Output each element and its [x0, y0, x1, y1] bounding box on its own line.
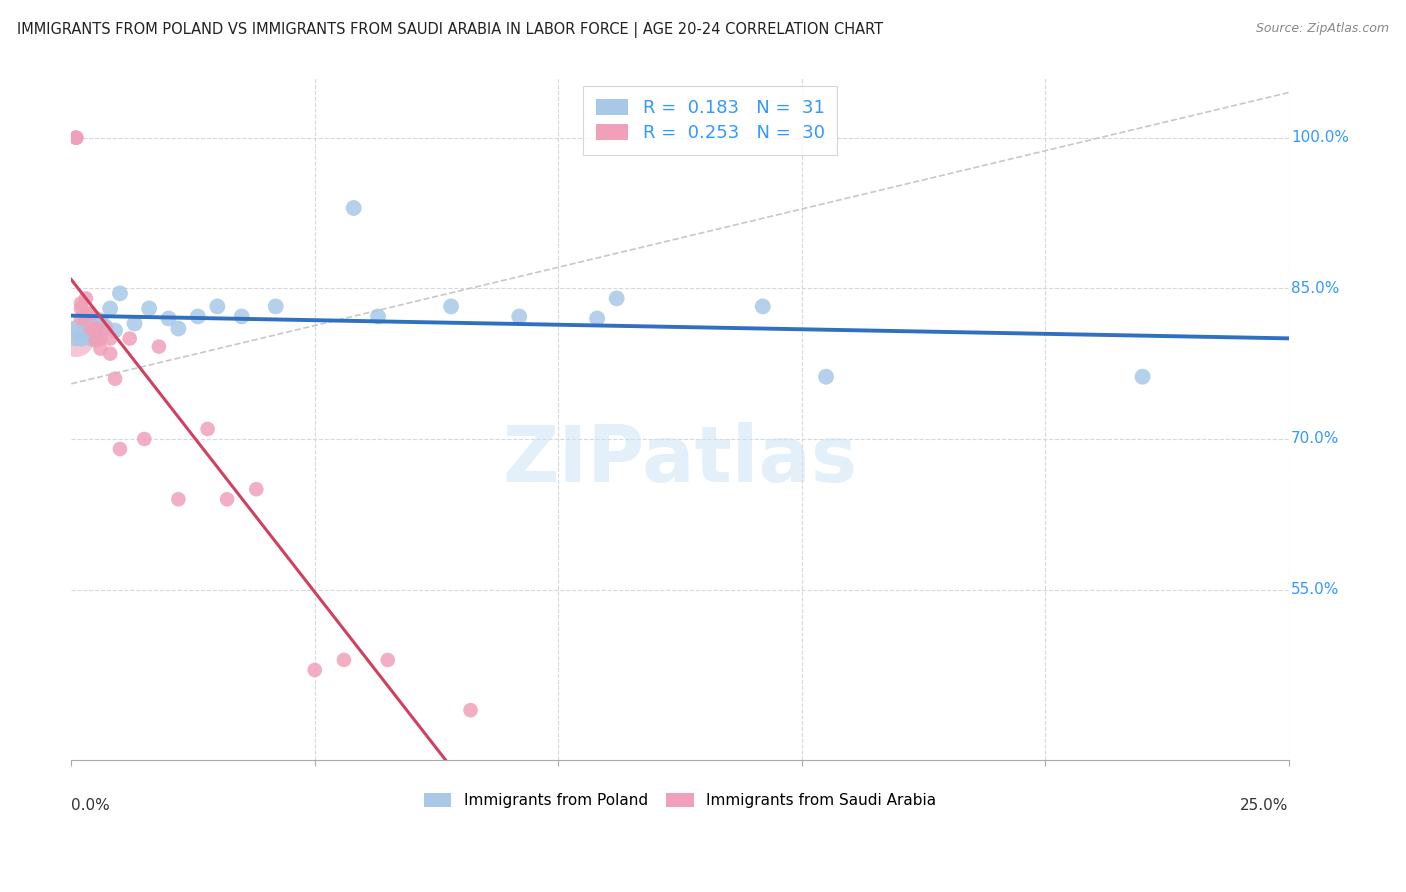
Point [187, 310, 209, 324]
Point [508, 310, 530, 324]
Point [80, 306, 103, 320]
Point [264, 300, 287, 314]
Point [70, 326, 93, 341]
Point [70, 332, 93, 346]
Text: Source: ZipAtlas.com: Source: ZipAtlas.com [1256, 22, 1389, 36]
Point [108, 442, 131, 456]
Point [460, 703, 482, 717]
Point [1132, 369, 1154, 384]
Point [89, 313, 111, 327]
Point [84, 329, 107, 343]
Point [440, 300, 463, 314]
Point [94, 321, 117, 335]
Point [98, 332, 121, 346]
Point [377, 653, 399, 667]
Text: 55.0%: 55.0% [1291, 582, 1340, 597]
Point [80, 317, 103, 331]
Text: ZIPatlas: ZIPatlas [502, 422, 858, 498]
Point [167, 321, 190, 335]
Point [65, 321, 87, 335]
Text: 100.0%: 100.0% [1291, 130, 1350, 145]
Point [65, 130, 87, 145]
Point [94, 319, 117, 334]
Point [80, 332, 103, 346]
Point [65, 130, 87, 145]
Point [124, 317, 146, 331]
Point [367, 310, 389, 324]
Point [104, 324, 127, 338]
Point [167, 492, 190, 507]
Text: IMMIGRANTS FROM POLAND VS IMMIGRANTS FROM SAUDI ARABIA IN LABOR FORCE | AGE 20-2: IMMIGRANTS FROM POLAND VS IMMIGRANTS FRO… [17, 22, 883, 38]
Point [586, 311, 609, 326]
Point [104, 372, 127, 386]
Point [138, 301, 160, 316]
Point [75, 292, 97, 306]
Point [65, 332, 87, 346]
Point [84, 321, 107, 335]
Point [108, 286, 131, 301]
Point [197, 422, 219, 436]
Point [98, 301, 121, 316]
Point [89, 332, 111, 346]
Text: 25.0%: 25.0% [1240, 798, 1289, 813]
Point [80, 321, 103, 335]
Point [245, 482, 267, 496]
Point [84, 311, 107, 326]
Point [65, 332, 87, 346]
Text: 70.0%: 70.0% [1291, 432, 1340, 447]
Point [75, 306, 97, 320]
Point [215, 492, 238, 507]
Point [98, 346, 121, 360]
Point [89, 342, 111, 356]
Point [333, 653, 356, 667]
Point [118, 332, 141, 346]
Point [815, 369, 838, 384]
Point [134, 432, 156, 446]
Point [84, 334, 107, 348]
Point [70, 311, 93, 326]
Legend: Immigrants from Poland, Immigrants from Saudi Arabia: Immigrants from Poland, Immigrants from … [418, 787, 942, 814]
Point [70, 301, 93, 316]
Point [343, 201, 366, 215]
Point [606, 292, 628, 306]
Text: 0.0%: 0.0% [72, 798, 110, 813]
Point [148, 340, 170, 354]
Text: 85.0%: 85.0% [1291, 281, 1340, 296]
Point [70, 296, 93, 310]
Point [75, 311, 97, 326]
Point [207, 300, 229, 314]
Point [65, 130, 87, 145]
Point [304, 663, 326, 677]
Point [231, 310, 253, 324]
Point [751, 300, 773, 314]
Point [157, 311, 180, 326]
